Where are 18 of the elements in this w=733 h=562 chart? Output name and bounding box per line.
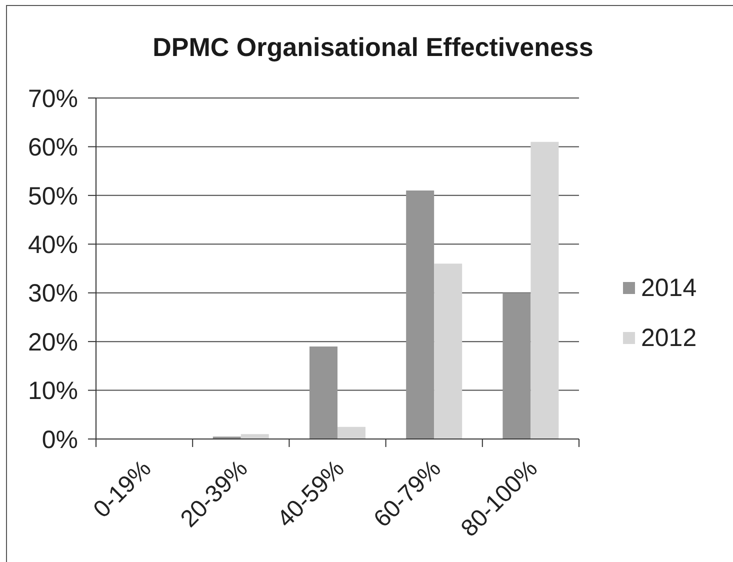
y-tick-label: 0% <box>42 426 78 454</box>
bar <box>309 346 338 439</box>
legend-label: 2012 <box>641 324 697 352</box>
bar <box>434 264 462 439</box>
legend-label: 2014 <box>641 274 697 302</box>
bar <box>406 190 434 439</box>
y-tick-label: 40% <box>28 231 78 260</box>
y-tick-label: 50% <box>28 182 78 210</box>
bar <box>530 142 559 439</box>
y-tick-label: 30% <box>28 280 78 308</box>
bar <box>337 426 366 439</box>
chart-title: DPMC Organisational Effectiveness <box>152 32 594 62</box>
y-tick-label: 20% <box>28 328 78 356</box>
y-tick-label: 60% <box>28 134 78 162</box>
y-tick-label: 10% <box>28 377 78 406</box>
bar <box>502 292 531 439</box>
y-tick-label: 70% <box>28 84 78 113</box>
bar <box>240 434 269 439</box>
